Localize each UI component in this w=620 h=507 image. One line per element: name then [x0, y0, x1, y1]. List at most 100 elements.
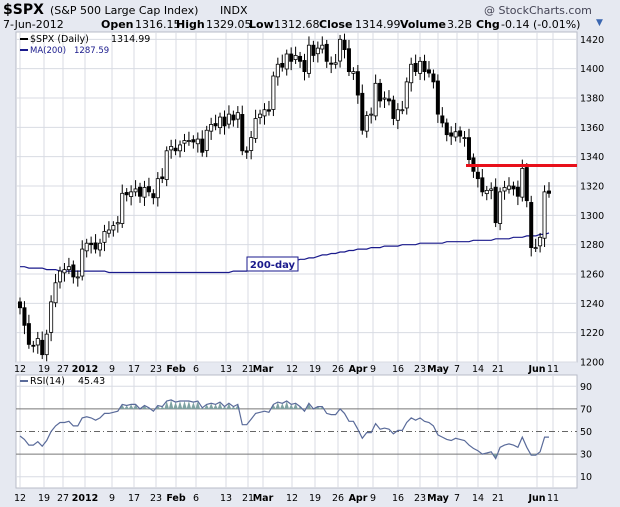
- candle: [391, 95, 396, 126]
- candle: [449, 126, 454, 145]
- candle: [515, 180, 520, 206]
- candle: [58, 266, 63, 289]
- candle: [146, 177, 151, 197]
- candle: [466, 128, 471, 164]
- legend-rsi-value: 45.43: [78, 376, 105, 387]
- date-tick-label: 17: [128, 364, 140, 375]
- candle-body: [80, 248, 85, 277]
- price-tick-label: 1400: [580, 64, 604, 75]
- candle-body: [71, 264, 76, 278]
- candle-body: [355, 71, 360, 96]
- chevron-down-icon[interactable]: ▼: [596, 18, 603, 28]
- candle: [324, 39, 329, 68]
- candle: [480, 168, 485, 197]
- candle-body: [204, 129, 209, 151]
- legend-ma-label: MA(200): [30, 46, 66, 56]
- candle: [89, 236, 94, 254]
- candle: [271, 71, 276, 117]
- candle-body: [422, 60, 427, 72]
- candle-body: [373, 82, 378, 117]
- close-value: 1314.99: [355, 18, 401, 31]
- candle-body: [138, 186, 143, 197]
- candle-body: [173, 147, 178, 152]
- candle: [35, 331, 40, 354]
- candle-body: [160, 176, 165, 180]
- candle-body: [133, 188, 138, 193]
- date-tick-label: 21: [492, 493, 504, 504]
- candle-body: [484, 189, 489, 195]
- date-tick-label: 9: [109, 493, 115, 504]
- candle-body: [164, 150, 169, 180]
- candle: [422, 54, 427, 81]
- candle: [360, 84, 365, 135]
- candle-body: [249, 137, 254, 151]
- candle: [475, 165, 480, 188]
- candle: [533, 238, 538, 252]
- exchange: INDX: [220, 4, 248, 17]
- candle: [306, 36, 311, 78]
- volume-value: 3.2B: [447, 18, 473, 31]
- date-tick-label: 2012: [72, 364, 98, 375]
- chg-value: -0.14 (-0.01%): [501, 18, 581, 31]
- candle-body: [466, 137, 471, 161]
- candle: [262, 103, 267, 125]
- candle: [120, 184, 125, 228]
- candle-body: [49, 301, 54, 333]
- candle-body: [142, 187, 147, 198]
- candle-body: [106, 229, 111, 234]
- candle-body: [462, 137, 467, 140]
- candle-body: [266, 109, 271, 112]
- candle-body: [98, 242, 103, 251]
- candle-body: [498, 191, 503, 224]
- candle-body: [213, 123, 218, 127]
- rsi-tick-label: 30: [580, 450, 592, 461]
- candle: [155, 172, 160, 207]
- candle: [369, 107, 374, 124]
- candle: [529, 195, 534, 257]
- candle-body: [520, 167, 525, 198]
- candle-body: [253, 118, 258, 139]
- candle-body: [155, 178, 160, 199]
- low-label: Low: [249, 18, 274, 31]
- candle: [506, 177, 511, 194]
- candle: [444, 118, 449, 142]
- candle: [240, 105, 245, 156]
- candle: [538, 232, 543, 253]
- price-tick-label: 1420: [580, 35, 604, 46]
- candle-body: [120, 192, 125, 224]
- candle-body: [369, 113, 374, 116]
- candle: [226, 105, 231, 129]
- price-tick-label: 1320: [580, 182, 604, 193]
- legend-rsi-swatch: [20, 380, 28, 382]
- date-tick-label: 21: [242, 364, 254, 375]
- candle-body: [329, 62, 334, 65]
- candle: [235, 106, 240, 128]
- candle-body: [480, 177, 485, 193]
- price-tick-label: 1380: [580, 94, 604, 105]
- candle: [151, 189, 156, 205]
- candle: [293, 46, 298, 64]
- candle: [431, 69, 436, 89]
- date-tick-label: Mar: [253, 364, 274, 375]
- legend-rsi-label: RSI(14): [30, 376, 65, 387]
- rsi-panel: [15, 374, 578, 489]
- candle: [84, 238, 89, 258]
- candle: [249, 131, 254, 160]
- candle-body: [93, 242, 98, 250]
- candle-body: [413, 62, 418, 72]
- candle-body: [44, 333, 49, 356]
- candle-body: [293, 55, 298, 60]
- date-tick-label: 12: [286, 364, 298, 375]
- candle-body: [111, 225, 116, 231]
- candle-body: [440, 115, 445, 124]
- candle: [426, 61, 431, 78]
- price-panel: [15, 31, 578, 363]
- candle: [493, 178, 498, 228]
- candle: [191, 135, 196, 149]
- candle: [222, 110, 227, 135]
- candle: [498, 187, 503, 231]
- copyright: @ StockCharts.com: [484, 4, 592, 17]
- high-label: High: [176, 18, 205, 31]
- candle: [462, 131, 467, 147]
